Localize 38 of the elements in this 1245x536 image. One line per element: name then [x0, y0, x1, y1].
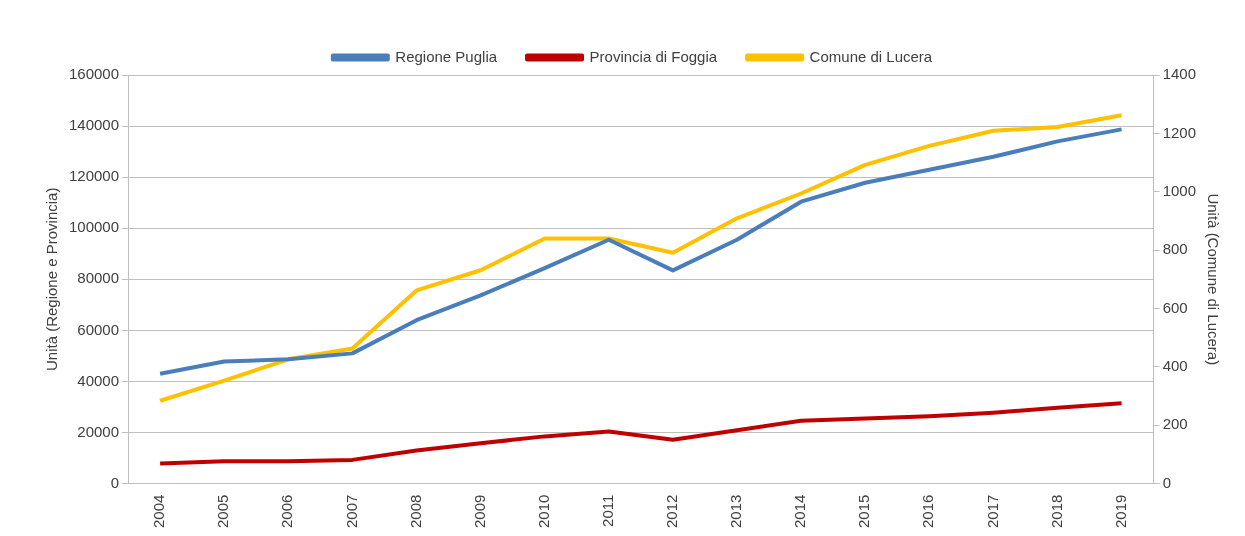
- y-tick-label: 20000: [77, 422, 120, 440]
- y2-tick-label: 200: [1162, 415, 1188, 433]
- y-tick-label: 120000: [68, 167, 120, 185]
- y2-tick-label: 1400: [1162, 65, 1197, 83]
- y-tick-label: 100000: [68, 218, 120, 236]
- x-tick-label: 2014: [791, 494, 809, 529]
- x-tick-label: 2005: [214, 494, 232, 529]
- x-tick-label: 2018: [1047, 494, 1065, 529]
- y2-tick-label: 0: [1162, 473, 1171, 491]
- y2-tick-label: 600: [1162, 298, 1188, 316]
- x-tick-label: 2008: [406, 494, 424, 529]
- y-tick-label: 40000: [77, 371, 120, 389]
- y-tick-label: 140000: [68, 116, 120, 134]
- y2-tick-label: 400: [1162, 357, 1188, 375]
- legend-label: Comune di Lucera: [809, 47, 933, 65]
- y2-tick-label: 1000: [1162, 181, 1197, 199]
- x-tick-label: 2007: [342, 494, 360, 529]
- x-tick-label: 2004: [150, 494, 168, 529]
- x-tick-label: 2017: [983, 494, 1001, 529]
- y-tick-label: 80000: [77, 269, 120, 287]
- y2-axis-title: Unità (Comune di Lucera): [1204, 193, 1222, 366]
- x-tick-label: 2012: [663, 494, 681, 529]
- y2-tick-label: 800: [1162, 240, 1188, 258]
- x-tick-label: 2011: [598, 494, 616, 527]
- y-axis-title: Unità (Regione e Provincia): [43, 187, 61, 372]
- x-tick-label: 2015: [855, 494, 873, 529]
- y-tick-label: 0: [110, 473, 120, 491]
- y2-tick-label: 1200: [1162, 123, 1197, 141]
- x-tick-label: 2019: [1111, 494, 1129, 529]
- x-tick-label: 2016: [919, 494, 937, 529]
- x-tick-label: 2006: [278, 494, 296, 529]
- x-tick-label: 2013: [727, 494, 745, 529]
- x-tick-label: 2010: [534, 494, 552, 529]
- y-tick-label: 160000: [68, 65, 120, 83]
- x-tick-label: 2009: [470, 494, 488, 529]
- legend-label: Regione Puglia: [395, 47, 498, 65]
- legend-label: Provincia di Foggia: [589, 47, 718, 65]
- y-tick-label: 60000: [77, 320, 120, 338]
